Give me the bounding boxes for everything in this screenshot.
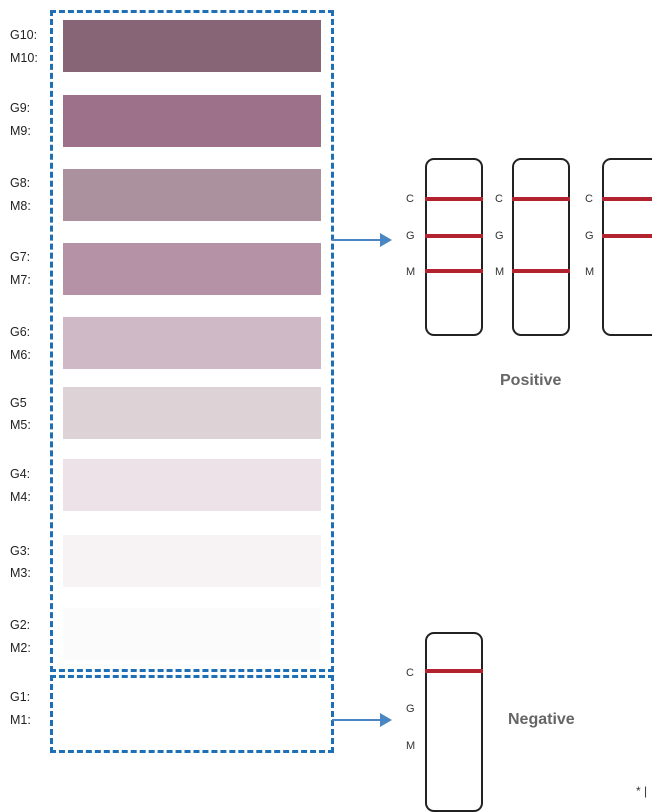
negative-arrow-icon: [332, 713, 392, 727]
level-label-g8: G8:: [10, 176, 31, 190]
positive-test-strip-2: [512, 158, 570, 336]
level-label-g6: G6:: [10, 325, 31, 339]
strip3-letter-c: C: [585, 193, 593, 205]
color-swatch-level-8: [63, 169, 321, 221]
level-label-m6: M6:: [10, 348, 31, 362]
level-label-g7: G7:: [10, 250, 31, 264]
level-label-g5: G5: [10, 396, 27, 410]
strip2-letter-m: M: [495, 266, 505, 278]
strip2-m-band: [512, 269, 570, 273]
strip2-c-band: [512, 197, 570, 201]
level-label-m3: M3:: [10, 566, 31, 580]
color-swatch-level-5: [63, 387, 321, 439]
footnote-marker: * |: [636, 784, 648, 798]
strip2-letter-c: C: [495, 193, 503, 205]
level-label-m7: M7:: [10, 273, 31, 287]
strip1-letter-c: C: [406, 193, 414, 205]
strip3-g-band: [602, 234, 652, 238]
negative-label: Negative: [508, 711, 575, 728]
positive-label: Positive: [500, 372, 562, 389]
level-label-g1: G1:: [10, 690, 31, 704]
level-label-g3: G3:: [10, 544, 31, 558]
positive-arrow-icon: [332, 233, 392, 247]
color-swatch-level-6: [63, 317, 321, 369]
level-label-g4: G4:: [10, 467, 31, 481]
level-label-g9: G9:: [10, 101, 31, 115]
strip2-letter-g: G: [495, 230, 504, 242]
level-label-m5: M5:: [10, 418, 31, 432]
color-swatch-level-4: [63, 459, 321, 511]
positive-test-strip-3: [602, 158, 652, 336]
strip1-letter-m: M: [406, 266, 416, 278]
neg-strip-letter-g: G: [406, 703, 415, 715]
strip1-g-band: [425, 234, 483, 238]
color-swatch-level-7: [63, 243, 321, 295]
level-label-g10: G10:: [10, 28, 38, 42]
strip1-m-band: [425, 269, 483, 273]
color-swatch-level-3: [63, 535, 321, 587]
level-label-g2: G2:: [10, 618, 31, 632]
strip3-letter-m: M: [585, 266, 595, 278]
color-swatch-level-10: [63, 20, 321, 72]
level-label-m1: M1:: [10, 713, 31, 727]
positive-test-strip-1: [425, 158, 483, 336]
color-swatch-level-9: [63, 95, 321, 147]
level-label-m2: M2:: [10, 641, 31, 655]
strip1-c-band: [425, 197, 483, 201]
neg-strip-c-band: [425, 669, 483, 673]
level-label-m9: M9:: [10, 124, 31, 138]
neg-strip-letter-c: C: [406, 667, 414, 679]
strip3-letter-g: G: [585, 230, 594, 242]
level-label-m10: M10:: [10, 51, 38, 65]
negative-range-box: [50, 675, 334, 753]
neg-strip-letter-m: M: [406, 740, 416, 752]
strip3-c-band: [602, 197, 652, 201]
level-label-m4: M4:: [10, 490, 31, 504]
positive-range-box: [50, 10, 334, 672]
color-swatch-level-2: [63, 608, 321, 660]
level-label-m8: M8:: [10, 199, 31, 213]
negative-test-strip: [425, 632, 483, 812]
strip1-letter-g: G: [406, 230, 415, 242]
